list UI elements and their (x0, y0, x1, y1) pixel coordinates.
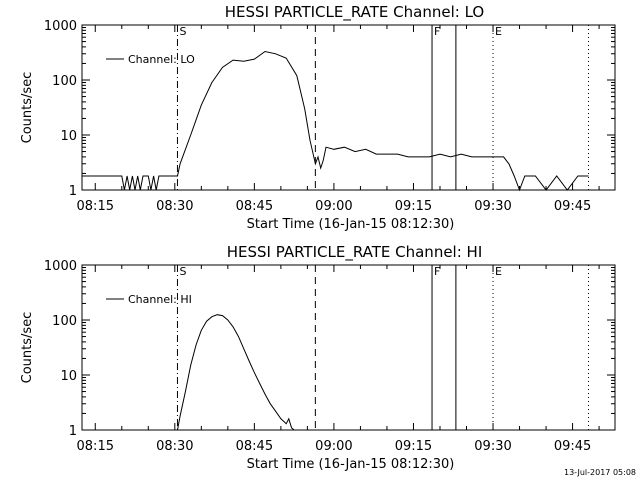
series-line (177, 314, 295, 431)
plot-frame (81, 24, 616, 191)
x-tick-label: 09:15 (395, 439, 432, 454)
event-marker-label: S (179, 25, 186, 38)
event-marker-label: F (434, 265, 440, 278)
legend-entry: Channel: HI (128, 293, 192, 306)
event-marker-label: S (179, 265, 186, 278)
x-axis-label: Start Time (16-Jan-15 08:12:30) (247, 457, 455, 472)
y-axis-label: Counts/sec (20, 72, 35, 144)
x-tick-label: 09:45 (554, 439, 591, 454)
y-tick-label: 1000 (44, 259, 77, 274)
x-tick-label: 09:45 (554, 199, 591, 214)
x-tick-label: 08:15 (77, 439, 114, 454)
chart-title: HESSI PARTICLE_RATE Channel: LO (225, 3, 484, 22)
x-tick-label: 09:30 (474, 199, 511, 214)
event-marker-label: E (495, 25, 502, 38)
hi-channel-plot: HESSI PARTICLE_RATE Channel: HI Counts/se… (20, 243, 616, 472)
x-tick-label: 08:45 (236, 439, 273, 454)
footer-date: 13-Jul-2017 05:08 (563, 468, 636, 477)
y-tick-label: 1 (69, 424, 77, 439)
x-tick-label: 08:15 (77, 199, 114, 214)
y-axis-label: Counts/sec (20, 312, 35, 384)
y-tick-label: 100 (52, 314, 77, 329)
x-tick-label: 09:15 (395, 199, 432, 214)
x-tick-label: 08:30 (156, 199, 193, 214)
plot-frame (81, 264, 616, 431)
legend-entry: Channel: LO (128, 53, 195, 66)
y-tick-label: 10 (60, 129, 77, 144)
y-tick-label: 1000 (44, 19, 77, 34)
event-marker-label: E (495, 265, 502, 278)
x-tick-label: 08:30 (156, 439, 193, 454)
x-tick-label: 08:45 (236, 199, 273, 214)
y-tick-label: 100 (52, 74, 77, 89)
x-tick-label: 09:00 (315, 199, 352, 214)
y-tick-label: 10 (60, 369, 77, 384)
x-tick-label: 09:30 (474, 439, 511, 454)
x-axis-label: Start Time (16-Jan-15 08:12:30) (247, 217, 455, 232)
event-marker-label: F (434, 25, 440, 38)
chart-title: HESSI PARTICLE_RATE Channel: HI (227, 243, 483, 262)
lo-channel-plot: HESSI PARTICLE_RATE Channel: LO Counts/se… (20, 3, 616, 232)
series-line (82, 50, 589, 192)
y-tick-label: 1 (69, 184, 77, 199)
x-tick-label: 09:00 (315, 439, 352, 454)
